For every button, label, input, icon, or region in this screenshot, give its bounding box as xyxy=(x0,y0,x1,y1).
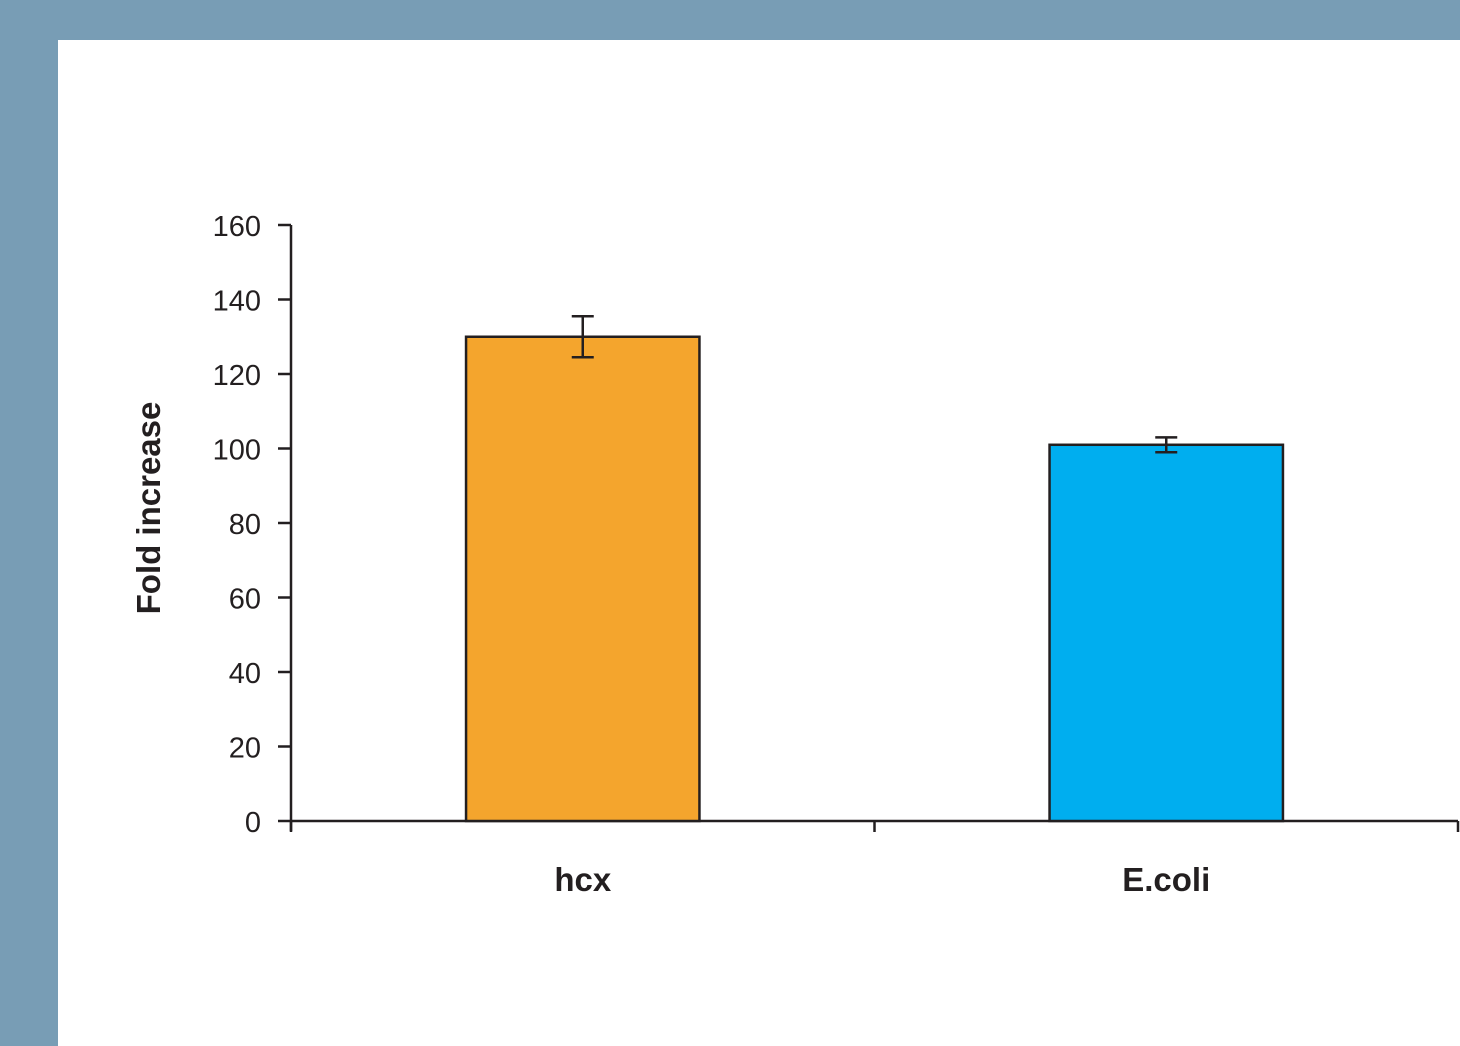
y-tick-label: 80 xyxy=(229,509,261,541)
y-axis-title: Fold increase xyxy=(130,402,167,615)
y-tick-label: 100 xyxy=(213,435,261,467)
x-category-label: hcx xyxy=(554,861,612,898)
error-bar xyxy=(1155,436,1178,454)
x-axis xyxy=(289,819,1460,832)
y-tick-label: 40 xyxy=(229,658,261,690)
y-tick-label: 60 xyxy=(229,584,261,616)
y-tick-label: 20 xyxy=(229,733,261,765)
bars xyxy=(464,315,1285,823)
x-category-label: E.coli xyxy=(1122,861,1210,898)
y-tick-label: 160 xyxy=(213,211,261,243)
error-bar xyxy=(571,315,594,359)
y-axis: 0 20 40 60 80 100 120 140 160 xyxy=(213,211,293,839)
y-tick-label: 0 xyxy=(245,807,261,839)
bar-e-coli xyxy=(1048,443,1285,823)
bar-hcx xyxy=(464,335,701,823)
y-tick-label: 120 xyxy=(213,360,261,392)
y-tick-label: 140 xyxy=(213,286,261,318)
category-labels: hcx E.coli xyxy=(554,861,1210,898)
